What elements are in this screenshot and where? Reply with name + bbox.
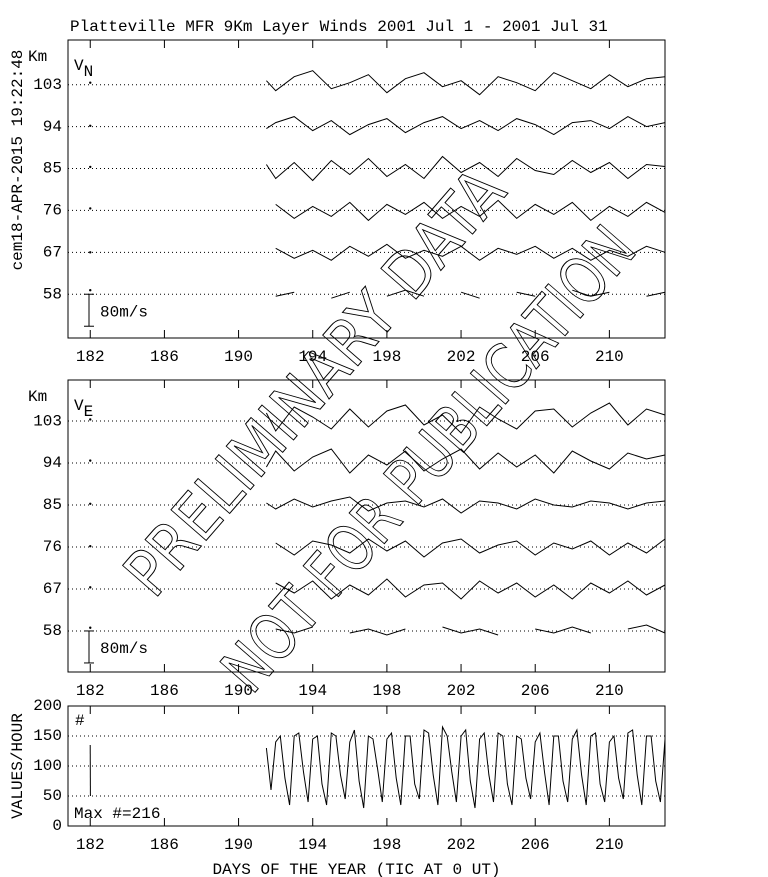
x-tick-label: 198 (372, 836, 401, 854)
x-tick-label: 190 (224, 348, 253, 366)
wind-point (89, 251, 92, 254)
wind-point (89, 626, 92, 629)
wind-trace (265, 155, 666, 182)
plot-frame (67, 39, 666, 339)
y-tick-label: 85 (43, 496, 62, 514)
wind-point (89, 418, 92, 421)
wind-trace (646, 291, 666, 297)
wind-trace (627, 624, 666, 634)
y-axis-label: Km (28, 48, 47, 66)
x-tick-label: 198 (372, 348, 401, 366)
x-tick-label: 202 (447, 348, 476, 366)
scale-bar-label: 80m/s (100, 303, 148, 321)
y-tick-label: 58 (43, 285, 62, 303)
x-tick-label: 198 (372, 682, 401, 700)
wind-point (89, 544, 92, 548)
wind-point (89, 165, 92, 169)
x-tick-label: 182 (76, 836, 105, 854)
wind-point (89, 207, 92, 210)
x-tick-label: 190 (224, 682, 253, 700)
x-tick-label: 194 (298, 836, 327, 854)
wind-trace (265, 402, 666, 434)
wind-point (89, 502, 92, 506)
x-tick-label: 194 (298, 348, 327, 366)
wind-trace (266, 116, 666, 136)
wind-trace (266, 70, 666, 96)
wind-trace (460, 291, 480, 299)
x-tick-label: 202 (447, 836, 476, 854)
y-axis-label: VALUES/HOUR (9, 713, 27, 819)
y-axis-label: Km (28, 388, 47, 406)
wind-trace (442, 626, 499, 636)
y-tick-label: 76 (43, 538, 62, 556)
y-tick-label: 0 (52, 817, 62, 835)
x-axis-label: DAYS OF THE YEAR (TIC AT 0 UT) (212, 861, 500, 877)
wind-trace (275, 243, 666, 261)
x-tick-label: 210 (595, 682, 624, 700)
wind-trace (275, 578, 666, 600)
y-tick-label: 67 (43, 580, 62, 598)
x-tick-label: 206 (521, 348, 550, 366)
side-label: cem18-APR-2015 19:22:48 (9, 50, 27, 271)
panel-label-main: V (74, 397, 84, 415)
y-tick-label: 103 (33, 412, 62, 430)
y-tick-label: 100 (33, 757, 62, 775)
panel-label-main: V (74, 57, 84, 75)
panel-label: VE (74, 397, 93, 421)
wind-trace (275, 538, 666, 558)
y-tick-label: 58 (43, 622, 62, 640)
y-tick-label: 103 (33, 76, 62, 94)
wind-trace (266, 496, 666, 514)
panel-label-sub: E (84, 403, 94, 421)
x-tick-label: 206 (521, 682, 550, 700)
y-tick-label: 200 (33, 697, 62, 715)
plot-frame (67, 379, 666, 673)
x-tick-label: 190 (224, 836, 253, 854)
y-tick-label: 94 (43, 118, 62, 136)
x-tick-label: 182 (76, 682, 105, 700)
wind-trace (349, 628, 406, 636)
annotation: Max #=216 (74, 805, 160, 823)
wind-trace (275, 626, 313, 634)
x-tick-label: 202 (447, 682, 476, 700)
x-tick-label: 186 (150, 836, 179, 854)
panel-label: VN (74, 57, 93, 81)
x-tick-label: 194 (298, 682, 327, 700)
wind-trace (535, 626, 591, 634)
wind-trace (275, 199, 666, 222)
y-tick-label: 94 (43, 454, 62, 472)
x-tick-label: 210 (595, 836, 624, 854)
x-tick-label: 186 (150, 348, 179, 366)
wind-point (89, 124, 92, 128)
wind-trace (331, 291, 350, 299)
annotation: # (75, 712, 85, 730)
wind-trace (572, 289, 610, 297)
y-tick-label: 50 (43, 787, 62, 805)
scale-bar-label: 80m/s (100, 640, 148, 658)
y-tick-label: 150 (33, 727, 62, 745)
wind-trace (265, 448, 666, 474)
wind-trace (386, 289, 425, 297)
x-tick-label: 182 (76, 348, 105, 366)
chart-title: Platteville MFR 9Km Layer Winds 2001 Jul… (70, 18, 608, 36)
x-tick-label: 210 (595, 348, 624, 366)
count-line (265, 725, 666, 809)
panel-label-sub: N (84, 63, 94, 81)
x-tick-label: 206 (521, 836, 550, 854)
wind-trace (516, 291, 536, 297)
y-tick-label: 67 (43, 244, 62, 262)
y-tick-label: 85 (43, 160, 62, 178)
wind-trace (275, 291, 295, 297)
wind-point (89, 586, 92, 589)
wind-point (89, 81, 92, 84)
y-tick-label: 76 (43, 202, 62, 220)
x-tick-label: 186 (150, 682, 179, 700)
wind-point (89, 289, 92, 292)
wind-point (89, 459, 92, 462)
